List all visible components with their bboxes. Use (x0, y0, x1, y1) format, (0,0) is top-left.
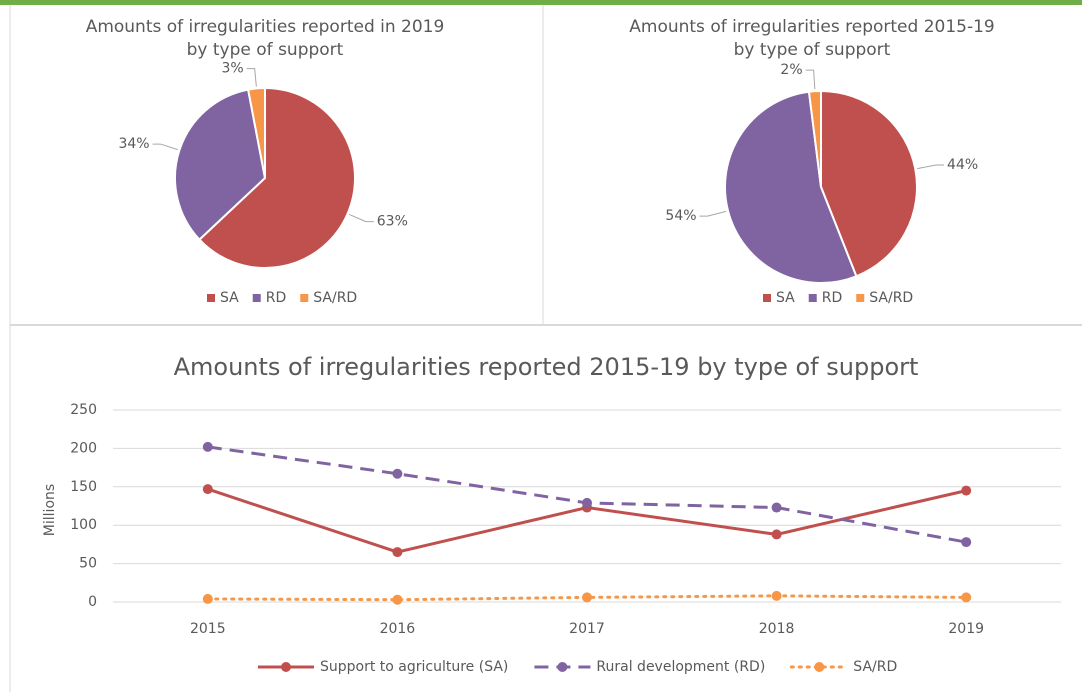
legend-swatch (252, 294, 261, 302)
chart-title: Amounts of irregularities reported 2015-… (174, 353, 919, 381)
legend-swatch (808, 294, 817, 302)
y-tick-label: 150 (70, 479, 97, 495)
pie-slice (724, 90, 858, 284)
data-point (582, 592, 592, 603)
legend-marker (557, 662, 568, 672)
legend-label: Rural development (RD) (596, 659, 765, 675)
y-axis-label: Millions (42, 484, 58, 536)
data-label: 34% (118, 136, 149, 152)
data-point (202, 593, 213, 604)
chart-title: Amounts of irregularities reported in 20… (86, 17, 445, 37)
legend-marker (814, 662, 825, 672)
data-point (961, 485, 972, 496)
data-point (392, 594, 403, 605)
legend-swatch (856, 294, 865, 302)
x-tick-label: 2017 (569, 621, 605, 637)
leader-line (699, 210, 727, 217)
legend-label: SA/RD (853, 659, 897, 675)
y-tick-label: 100 (70, 517, 97, 533)
data-point (961, 592, 972, 603)
chart-subtitle: by type of support (734, 40, 891, 60)
data-label: 44% (947, 157, 978, 173)
data-point (771, 502, 782, 513)
pie-slice (820, 89, 918, 278)
data-point (582, 497, 592, 508)
pie-slice (197, 86, 356, 269)
legend-swatch (763, 294, 771, 302)
legend-marker (281, 662, 291, 672)
leader-line (805, 69, 816, 90)
data-label: 3% (221, 61, 243, 77)
data-label: 2% (780, 62, 802, 78)
data-point (392, 547, 403, 558)
leader-line (152, 143, 178, 151)
y-tick-label: 50 (79, 556, 97, 572)
chart-subtitle: by type of support (187, 40, 344, 60)
data-point (202, 484, 213, 495)
x-tick-label: 2019 (948, 621, 984, 637)
pie-slice (174, 88, 267, 242)
leader-line (246, 68, 257, 87)
legend-label: SA (220, 290, 239, 306)
x-tick-label: 2015 (190, 621, 226, 637)
pie-slice (807, 89, 822, 188)
data-point (771, 590, 782, 601)
data-label: 63% (377, 214, 408, 230)
legend-label: SA/RD (313, 290, 357, 306)
top-strip (0, 0, 1082, 5)
leader-line (917, 164, 945, 170)
x-tick-label: 2018 (759, 621, 795, 637)
legend-label: RD (822, 290, 843, 306)
legend-label: Support to agriculture (SA) (320, 659, 508, 675)
data-label: 54% (665, 208, 696, 224)
y-tick-label: 250 (70, 402, 97, 418)
pie-slice (246, 86, 266, 179)
legend-swatch (300, 294, 309, 302)
leader-line (349, 213, 374, 223)
data-point (961, 537, 972, 548)
x-tick-label: 2016 (380, 621, 416, 637)
legend-label: SA (776, 290, 795, 306)
data-point (771, 529, 782, 540)
data-point (392, 468, 403, 479)
y-tick-label: 0 (88, 594, 97, 610)
y-tick-label: 200 (70, 440, 97, 456)
legend-label: SA/RD (869, 290, 913, 306)
legend-swatch (207, 294, 215, 302)
legend-label: RD (266, 290, 287, 306)
data-point (202, 441, 213, 452)
chart-title: Amounts of irregularities reported 2015-… (629, 17, 994, 37)
